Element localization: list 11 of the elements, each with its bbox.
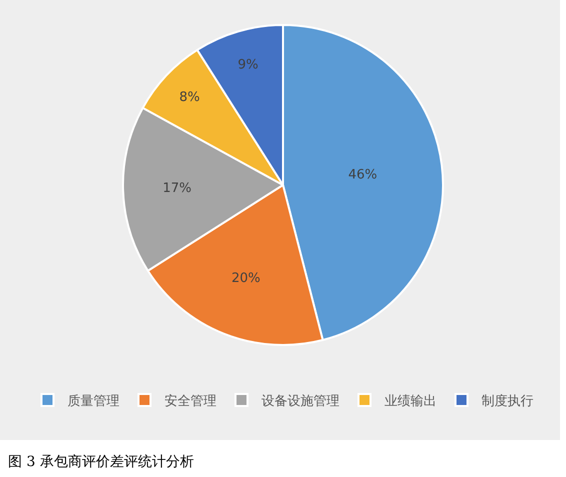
data-label: 9% — [238, 57, 258, 72]
data-label: 8% — [179, 90, 200, 105]
legend-label: 制度执行 — [482, 393, 534, 410]
legend-label: 设备设施管理 — [262, 394, 340, 410]
legend-label: 质量管理 — [68, 394, 120, 410]
legend-label: 安全管理 — [164, 393, 216, 410]
data-label: 17% — [162, 180, 192, 196]
legend-label: 业绩输出 — [384, 394, 436, 410]
caption: 图 3 承包商评价差评统计分析 — [8, 454, 194, 470]
data-label: 20% — [231, 271, 260, 286]
data-label: 46% — [348, 167, 378, 182]
